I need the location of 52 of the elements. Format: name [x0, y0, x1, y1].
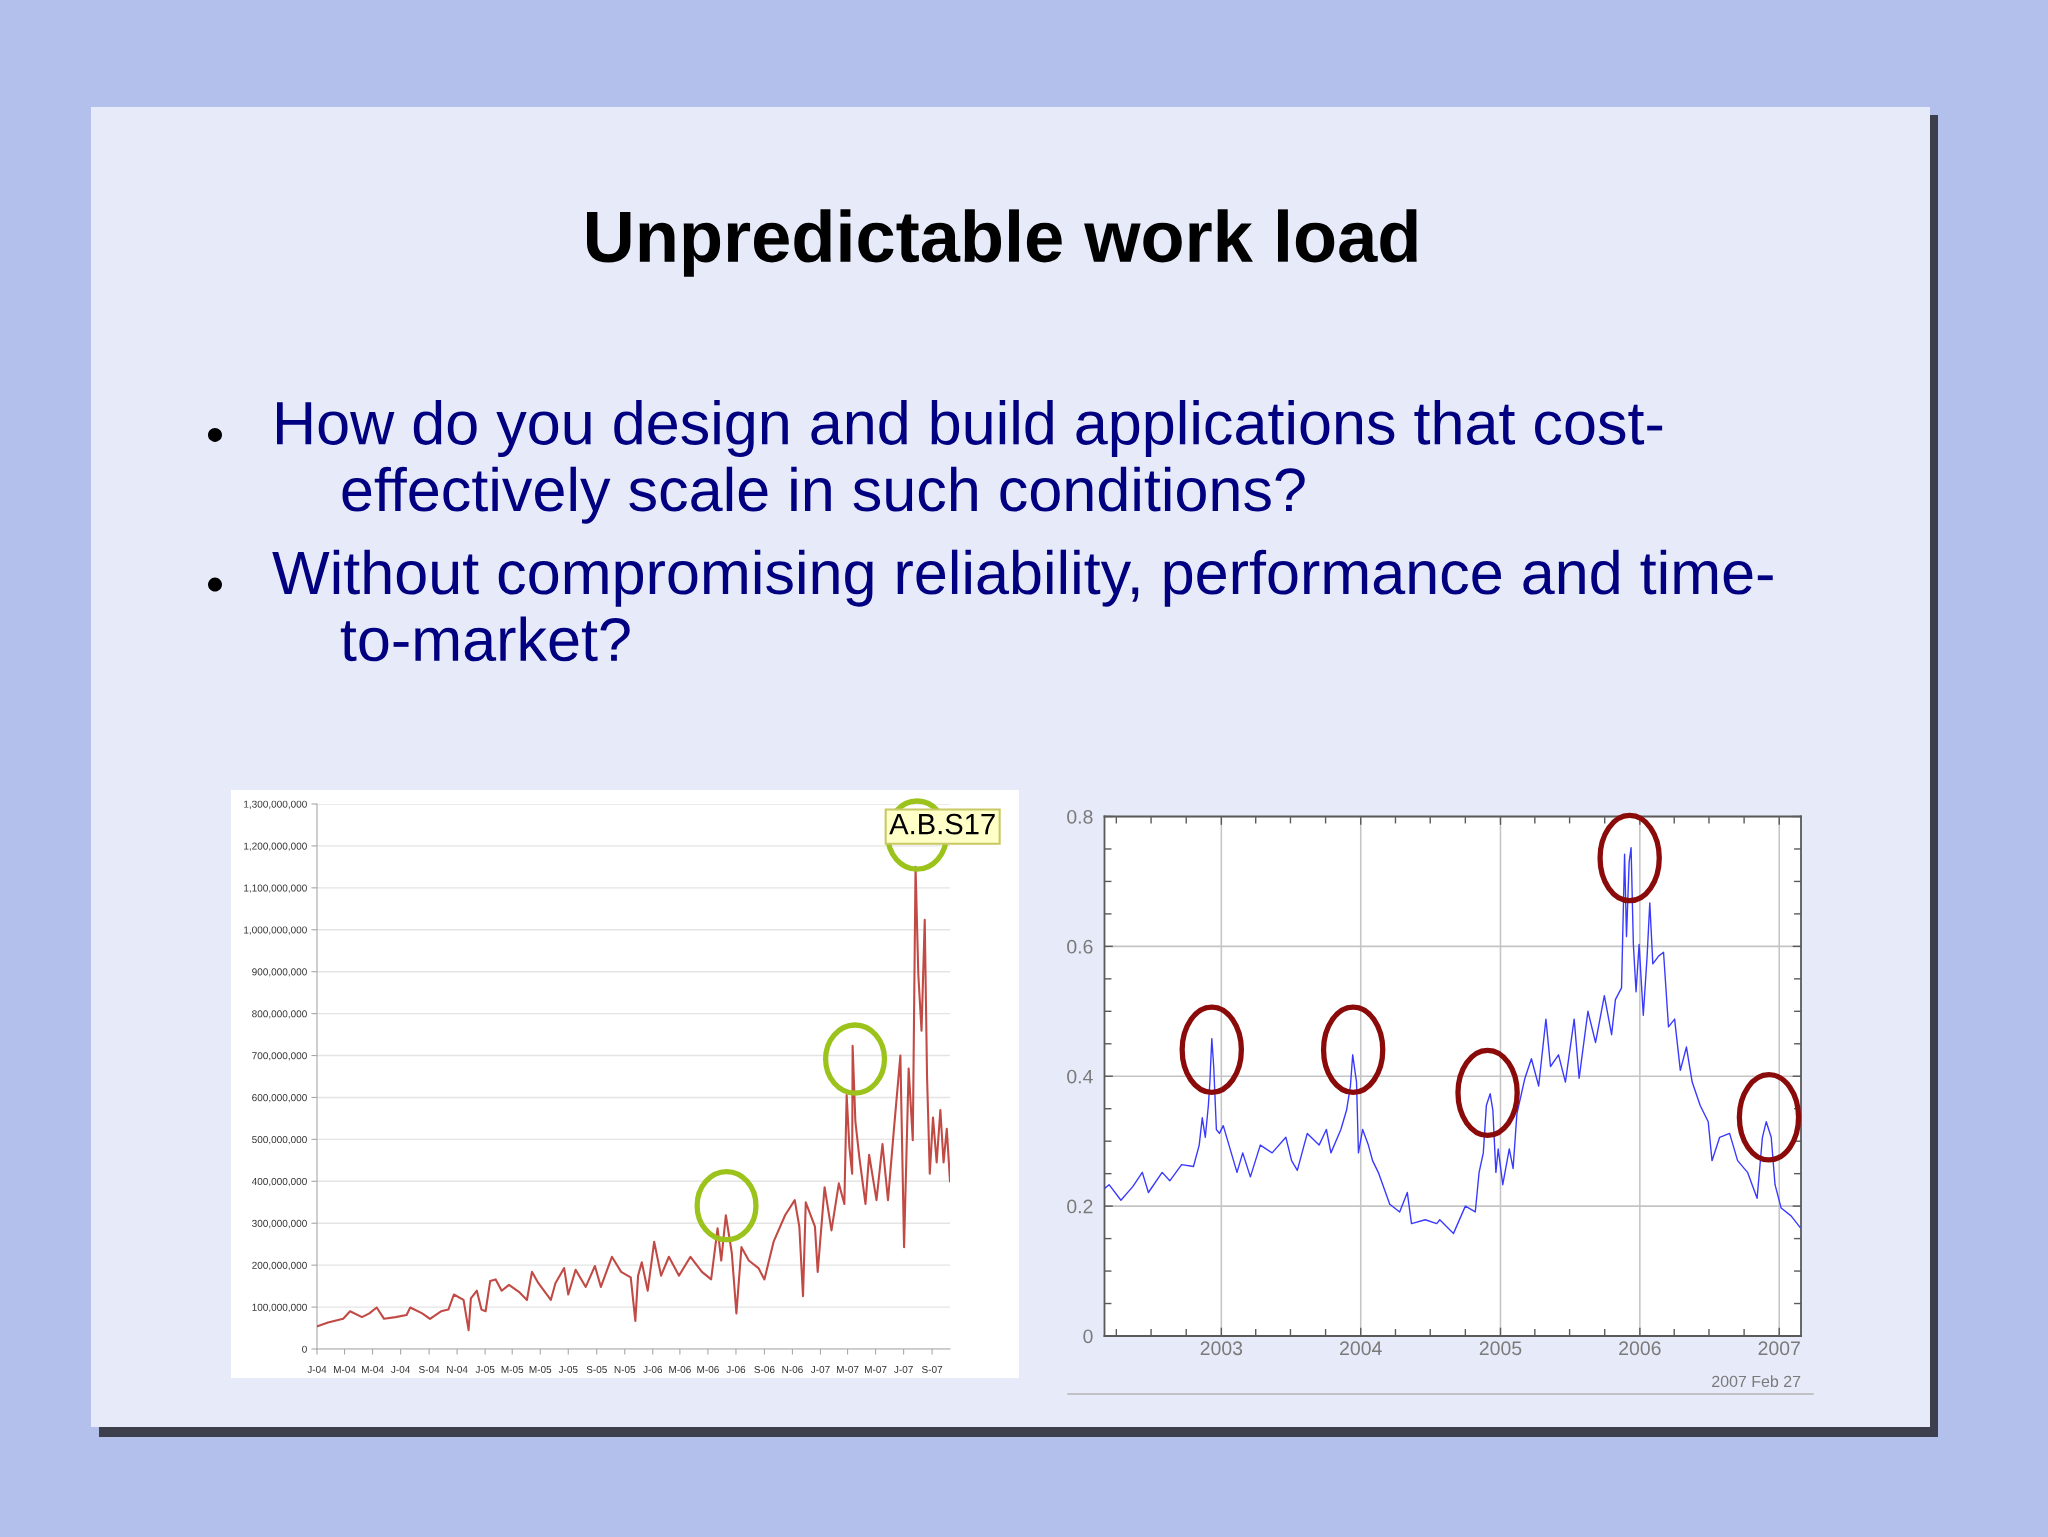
y-tick-label: 800,000,000 [252, 1010, 307, 1019]
x-tick-label: J-07 [810, 1365, 830, 1374]
y-tick-label: 1,000,000,000 [244, 926, 307, 935]
y-tick-label: 600,000,000 [252, 1094, 307, 1103]
x-tick-label: S-05 [586, 1365, 607, 1374]
x-tick-label: M-04 [362, 1365, 384, 1374]
x-tick-label: J-05 [475, 1365, 495, 1374]
x-tick-label: N-04 [447, 1365, 468, 1374]
x-tick-label: N-06 [782, 1365, 803, 1374]
x-tick-label: J-04 [391, 1365, 411, 1374]
x-tick-label: M-07 [836, 1365, 859, 1374]
y-tick-label: 400,000,000 [251, 1177, 307, 1187]
x-tick-label: S-07 [921, 1365, 943, 1374]
x-tick-label: S-06 [754, 1365, 775, 1374]
annotation: A.B.S17 [889, 813, 995, 835]
y-tick-label: 0 [302, 1345, 307, 1353]
x-tick-label: J-07 [894, 1365, 913, 1374]
x-tick-label: S-04 [418, 1365, 440, 1374]
y-tick-label: 900,000,000 [252, 968, 307, 977]
x-tick-label: M-06 [697, 1365, 719, 1374]
x-tick-label: M-06 [669, 1365, 691, 1374]
x-tick-label: M-07 [865, 1365, 887, 1374]
y-tick-label: 0.2 [1067, 1199, 1093, 1214]
y-tick-label: 500,000,000 [252, 1136, 307, 1145]
x-tick-label: 2007 [1758, 1341, 1800, 1356]
x-tick-label: 2004 [1340, 1341, 1382, 1356]
text: Unpredictable work load [586, 209, 1417, 277]
x-tick-label: J-06 [643, 1365, 663, 1374]
x-tick-label: J-04 [307, 1365, 327, 1374]
y-tick-label: 300,000,000 [252, 1219, 307, 1229]
y-tick-label: 700,000,000 [252, 1052, 307, 1061]
y-tick-label: 0.8 [1067, 809, 1093, 824]
x-tick-label: 2006 [1619, 1341, 1661, 1356]
x-tick-label: J-05 [558, 1365, 578, 1374]
x-tick-label: M-05 [529, 1365, 552, 1374]
x-tick-label: 2003 [1200, 1341, 1243, 1356]
x-tick-label: M-04 [333, 1365, 356, 1374]
y-tick-label: 1,100,000,000 [244, 884, 307, 893]
y-tick-label: 200,000,000 [252, 1261, 307, 1271]
x-tick-label: M-05 [501, 1365, 524, 1374]
text: Without compromising reliability, performance and time-to-market? [272, 549, 1773, 662]
y-tick-label: 1,300,000,000 [244, 800, 307, 809]
x-tick-label: 2005 [1479, 1341, 1522, 1356]
x-tick-label: N-05 [614, 1365, 636, 1374]
y-tick-label: 100,000,000 [252, 1303, 307, 1312]
y-tick-label: 0.6 [1067, 939, 1093, 954]
y-tick-label: 0.4 [1067, 1069, 1093, 1084]
y-tick-label: 1,200,000,000 [244, 842, 307, 851]
x-tick-label: J-06 [726, 1365, 746, 1374]
text: How do you design and build applications that cost-effectively scale in such conditions? [277, 400, 1663, 524]
y-tick-label: 0 [1083, 1329, 1093, 1344]
text: 2007 Feb 27 [1712, 1375, 1801, 1388]
